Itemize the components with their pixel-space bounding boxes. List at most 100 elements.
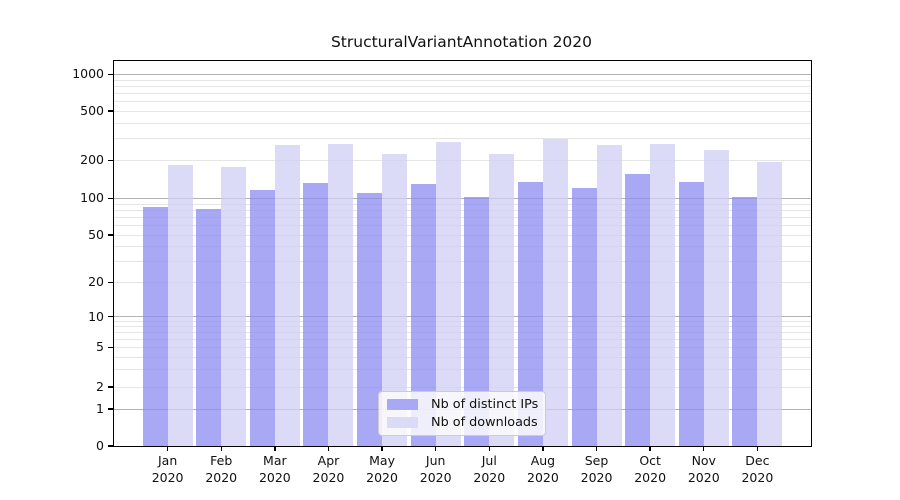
x-tick-mark [327, 446, 330, 451]
x-tick-label: Mar 2020 [233, 453, 317, 486]
y-tick-label: 20 [88, 274, 104, 290]
bar-dec-distinct-ips [732, 197, 758, 446]
gridline-minor [114, 209, 811, 211]
gridline-minor [114, 203, 811, 205]
gridline-minor [114, 234, 811, 236]
bar-mar-downloads [274, 145, 300, 446]
legend-label: Nb of distinct IPs [431, 396, 539, 412]
legend: Nb of distinct IPs Nb of downloads [378, 391, 546, 436]
y-tick-mark [107, 159, 113, 162]
gridline-minor [114, 326, 811, 328]
bar-sep-downloads [596, 145, 622, 446]
x-tick-label: Sep 2020 [555, 453, 639, 486]
y-tick-mark [107, 234, 113, 236]
y-tick-label: 10 [88, 308, 104, 324]
gridline-minor [114, 331, 811, 333]
bar-apr-downloads [328, 143, 354, 446]
legend-swatch-downloads-icon [387, 417, 418, 429]
plot-area: Nb of distinct IPs Nb of downloads 0 1 2 5 1… [72, 60, 812, 485]
x-tick-month: May [369, 453, 395, 468]
gridline-minor [114, 224, 811, 226]
x-tick-year: 2020 [258, 469, 291, 485]
gridline-minor [114, 159, 811, 161]
bar-dec-downloads [757, 161, 783, 446]
gridline-major [114, 73, 811, 75]
gridline-minor [114, 216, 811, 218]
gridline-minor [114, 260, 811, 262]
gridline-major [114, 197, 811, 199]
y-tick-label: 0 [96, 438, 104, 453]
bar-feb-downloads [221, 167, 247, 446]
x-tick-month: Jul [481, 453, 497, 468]
x-tick-label: Aug 2020 [501, 453, 585, 486]
x-tick-label: Apr 2020 [286, 453, 370, 486]
gridline-minor [114, 338, 811, 340]
x-tick-mark [434, 446, 437, 451]
gridline-minor [114, 320, 811, 322]
x-tick-mark [381, 446, 383, 451]
bar-apr-distinct-ips [303, 182, 329, 446]
x-tick-year: 2020 [741, 469, 774, 485]
x-tick-label: Nov 2020 [662, 453, 746, 486]
gridline-minor [114, 122, 811, 124]
x-tick-month: Jan [157, 453, 178, 468]
x-tick-mark [542, 446, 544, 451]
y-tick-label: 1000 [72, 66, 104, 82]
bar-aug-downloads [542, 138, 568, 446]
bar-oct-distinct-ips [625, 173, 651, 446]
y-tick-mark [107, 281, 113, 284]
bar-nov-distinct-ips [678, 181, 704, 446]
legend-item: Nb of distinct IPs [387, 396, 539, 412]
x-tick-year: 2020 [527, 469, 559, 485]
x-tick-label: Jan 2020 [126, 453, 210, 486]
y-tick-mark [107, 346, 113, 349]
x-tick-month: Mar [263, 453, 287, 468]
x-tick-mark [220, 446, 222, 451]
x-tick-month: Dec [745, 453, 770, 468]
x-tick-mark [649, 446, 651, 451]
x-tick-mark [595, 446, 598, 451]
y-tick-mark [107, 73, 113, 76]
x-tick-year: 2020 [366, 469, 398, 485]
y-tick-label: 1 [96, 401, 104, 417]
x-tick-month: Jun [425, 453, 446, 468]
y-tick-label: 50 [88, 227, 104, 243]
y-tick-mark [107, 197, 113, 200]
bar-mar-distinct-ips [249, 189, 275, 446]
x-tick-month: Aug [530, 453, 556, 468]
x-tick-label: Jun 2020 [394, 453, 478, 486]
legend-label: Nb of downloads [431, 415, 538, 431]
bar-may-distinct-ips [357, 193, 383, 446]
gridline-minor [114, 356, 811, 358]
x-tick-month: Nov [691, 453, 716, 468]
gridline-minor [114, 110, 811, 112]
gridline-major [114, 316, 811, 318]
x-tick-year: 2020 [312, 469, 345, 485]
y-tick-label: 2 [96, 379, 104, 395]
gridline-minor [114, 246, 811, 248]
bar-jan-downloads [167, 164, 193, 446]
gridline-minor [114, 92, 811, 94]
bar-nov-downloads [703, 150, 729, 446]
x-tick-year: 2020 [473, 469, 506, 485]
bar-oct-downloads [650, 144, 676, 446]
x-tick-mark [488, 446, 490, 451]
gridline-minor [114, 346, 811, 348]
gridline-minor [114, 386, 811, 388]
y-tick-mark [107, 408, 113, 410]
x-tick-year: 2020 [687, 469, 720, 485]
gridline-minor [114, 85, 811, 87]
x-tick-year: 2020 [151, 469, 184, 485]
y-tick-label: 200 [80, 152, 104, 168]
y-tick-mark [107, 315, 113, 318]
y-tick-label: 100 [80, 190, 104, 206]
bar-feb-distinct-ips [196, 208, 222, 446]
gridline-minor [114, 281, 811, 283]
gridline-minor [114, 79, 811, 81]
gridline-minor [114, 138, 811, 140]
x-tick-month: Feb [210, 453, 233, 468]
y-tick-label: 500 [80, 103, 104, 119]
y-tick-mark [107, 386, 113, 388]
x-tick-mark [703, 446, 705, 451]
